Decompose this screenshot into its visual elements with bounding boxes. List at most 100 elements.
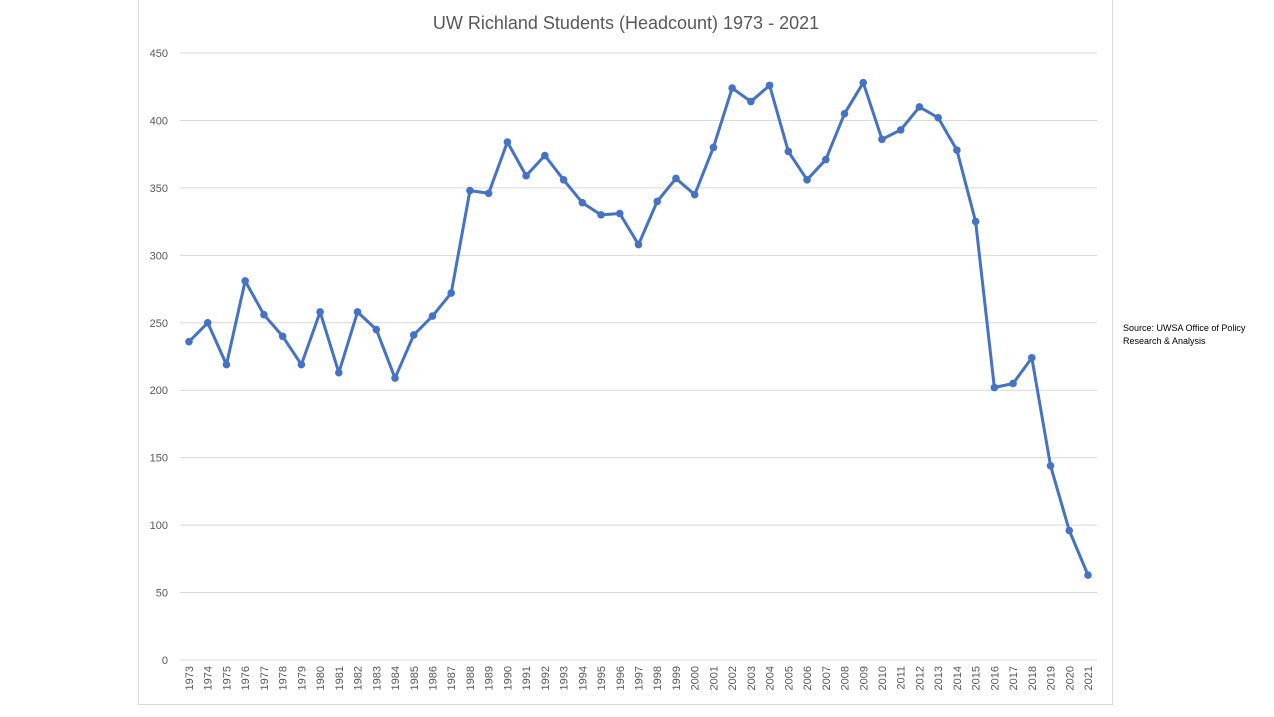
chart-frame bbox=[138, 0, 1113, 705]
y-tick-label: 250 bbox=[150, 318, 168, 330]
x-tick-label: 2014 bbox=[952, 666, 964, 690]
data-point bbox=[428, 312, 437, 320]
y-tick-label: 100 bbox=[150, 520, 168, 532]
data-point bbox=[1084, 571, 1092, 579]
data-point bbox=[990, 383, 999, 392]
data-point bbox=[915, 103, 924, 111]
x-tick-label: 1979 bbox=[296, 666, 308, 690]
data-point bbox=[241, 277, 249, 285]
data-point bbox=[597, 211, 605, 219]
x-tick-label: 2020 bbox=[1064, 666, 1076, 690]
data-point bbox=[541, 151, 549, 160]
source-line-2: Research & Analysis bbox=[1123, 336, 1206, 346]
data-point bbox=[372, 325, 381, 334]
x-tick-label: 2013 bbox=[933, 666, 945, 690]
chart-title: UW Richland Students (Headcount) 1973 - … bbox=[433, 13, 819, 33]
data-point bbox=[821, 155, 830, 164]
x-tick-label: 2003 bbox=[746, 666, 758, 690]
data-point bbox=[278, 332, 287, 341]
x-tick-label: 2006 bbox=[802, 666, 814, 690]
x-tick-label: 1998 bbox=[652, 666, 664, 690]
x-tick-label: 1978 bbox=[278, 666, 290, 690]
data-point bbox=[634, 240, 643, 249]
x-tick-label: 1981 bbox=[334, 666, 346, 690]
data-point bbox=[765, 81, 774, 90]
x-tick-label: 1999 bbox=[671, 666, 683, 690]
y-tick-label: 450 bbox=[150, 48, 168, 60]
x-tick-label: 2017 bbox=[1008, 666, 1020, 690]
data-point bbox=[615, 209, 624, 218]
data-point bbox=[185, 337, 193, 346]
x-tick-label: 1996 bbox=[615, 666, 627, 690]
y-tick-label: 200 bbox=[150, 385, 168, 397]
data-point bbox=[522, 171, 530, 180]
x-tick-label: 2021 bbox=[1083, 666, 1095, 690]
data-point bbox=[260, 310, 268, 319]
x-tick-label: 2015 bbox=[971, 666, 983, 690]
x-tick-label: 2016 bbox=[989, 666, 1001, 690]
x-tick-label: 2012 bbox=[914, 666, 926, 690]
data-point bbox=[672, 174, 680, 183]
x-tick-label: 1990 bbox=[502, 666, 514, 690]
data-point bbox=[709, 143, 718, 152]
x-tick-label: 1982 bbox=[353, 666, 365, 690]
y-tick-label: 0 bbox=[162, 655, 168, 667]
data-point bbox=[484, 189, 493, 198]
x-tick-label: 1989 bbox=[484, 666, 496, 690]
x-tick-label: 1986 bbox=[427, 666, 439, 690]
data-point bbox=[896, 126, 905, 134]
x-tick-label: 1987 bbox=[446, 666, 458, 690]
x-tick-label: 1974 bbox=[203, 666, 215, 690]
data-point bbox=[971, 217, 980, 226]
x-tick-label: 2005 bbox=[783, 666, 795, 690]
data-point bbox=[747, 97, 755, 106]
x-tick-label: 1983 bbox=[371, 666, 383, 690]
data-point bbox=[447, 289, 456, 297]
data-point bbox=[409, 331, 418, 339]
x-tick-label: 1985 bbox=[409, 666, 421, 690]
x-tick-label: 1977 bbox=[259, 666, 271, 690]
data-point bbox=[840, 109, 849, 118]
x-tick-label: 1988 bbox=[465, 666, 477, 690]
x-tick-label: 1994 bbox=[577, 666, 589, 690]
data-point bbox=[1009, 379, 1017, 388]
series-line-headcount bbox=[187, 81, 1090, 576]
data-point bbox=[653, 197, 662, 206]
x-tick-label: 2001 bbox=[708, 666, 720, 690]
data-point bbox=[578, 198, 587, 207]
x-tick-label: 2007 bbox=[821, 666, 833, 690]
y-tick-label: 50 bbox=[156, 588, 168, 600]
data-point bbox=[690, 190, 699, 199]
source-note: Source: UWSA Office of Policy Research &… bbox=[1123, 322, 1263, 348]
data-point bbox=[784, 147, 793, 156]
y-tick-label: 300 bbox=[150, 250, 168, 262]
data-point bbox=[934, 113, 942, 122]
data-point bbox=[859, 78, 868, 87]
x-tick-label: 1993 bbox=[559, 666, 571, 690]
x-tick-label: 1995 bbox=[596, 666, 608, 690]
x-tick-label: 1973 bbox=[184, 666, 196, 690]
x-tick-label: 2009 bbox=[858, 666, 870, 690]
x-tick-label: 2008 bbox=[840, 666, 852, 690]
x-tick-label: 2004 bbox=[765, 666, 777, 690]
data-point bbox=[1028, 354, 1036, 362]
data-point bbox=[559, 175, 568, 184]
data-point bbox=[353, 308, 362, 316]
x-tick-label: 1975 bbox=[221, 666, 233, 690]
x-tick-label: 1992 bbox=[540, 666, 552, 690]
data-point bbox=[466, 186, 474, 195]
data-point bbox=[878, 135, 886, 144]
x-tick-label: 1984 bbox=[390, 666, 402, 690]
data-point bbox=[953, 146, 961, 154]
data-point bbox=[1046, 461, 1055, 470]
data-point bbox=[1065, 526, 1074, 535]
x-tick-label: 2010 bbox=[877, 666, 889, 690]
data-point bbox=[803, 175, 811, 184]
x-tick-label: 1991 bbox=[521, 666, 533, 690]
y-tick-label: 350 bbox=[150, 183, 168, 195]
x-tick-label: 1976 bbox=[240, 666, 252, 690]
source-line-1: Source: UWSA Office of Policy bbox=[1123, 323, 1246, 333]
x-tick-label: 2019 bbox=[1046, 666, 1058, 690]
x-tick-label: 2011 bbox=[896, 666, 908, 690]
